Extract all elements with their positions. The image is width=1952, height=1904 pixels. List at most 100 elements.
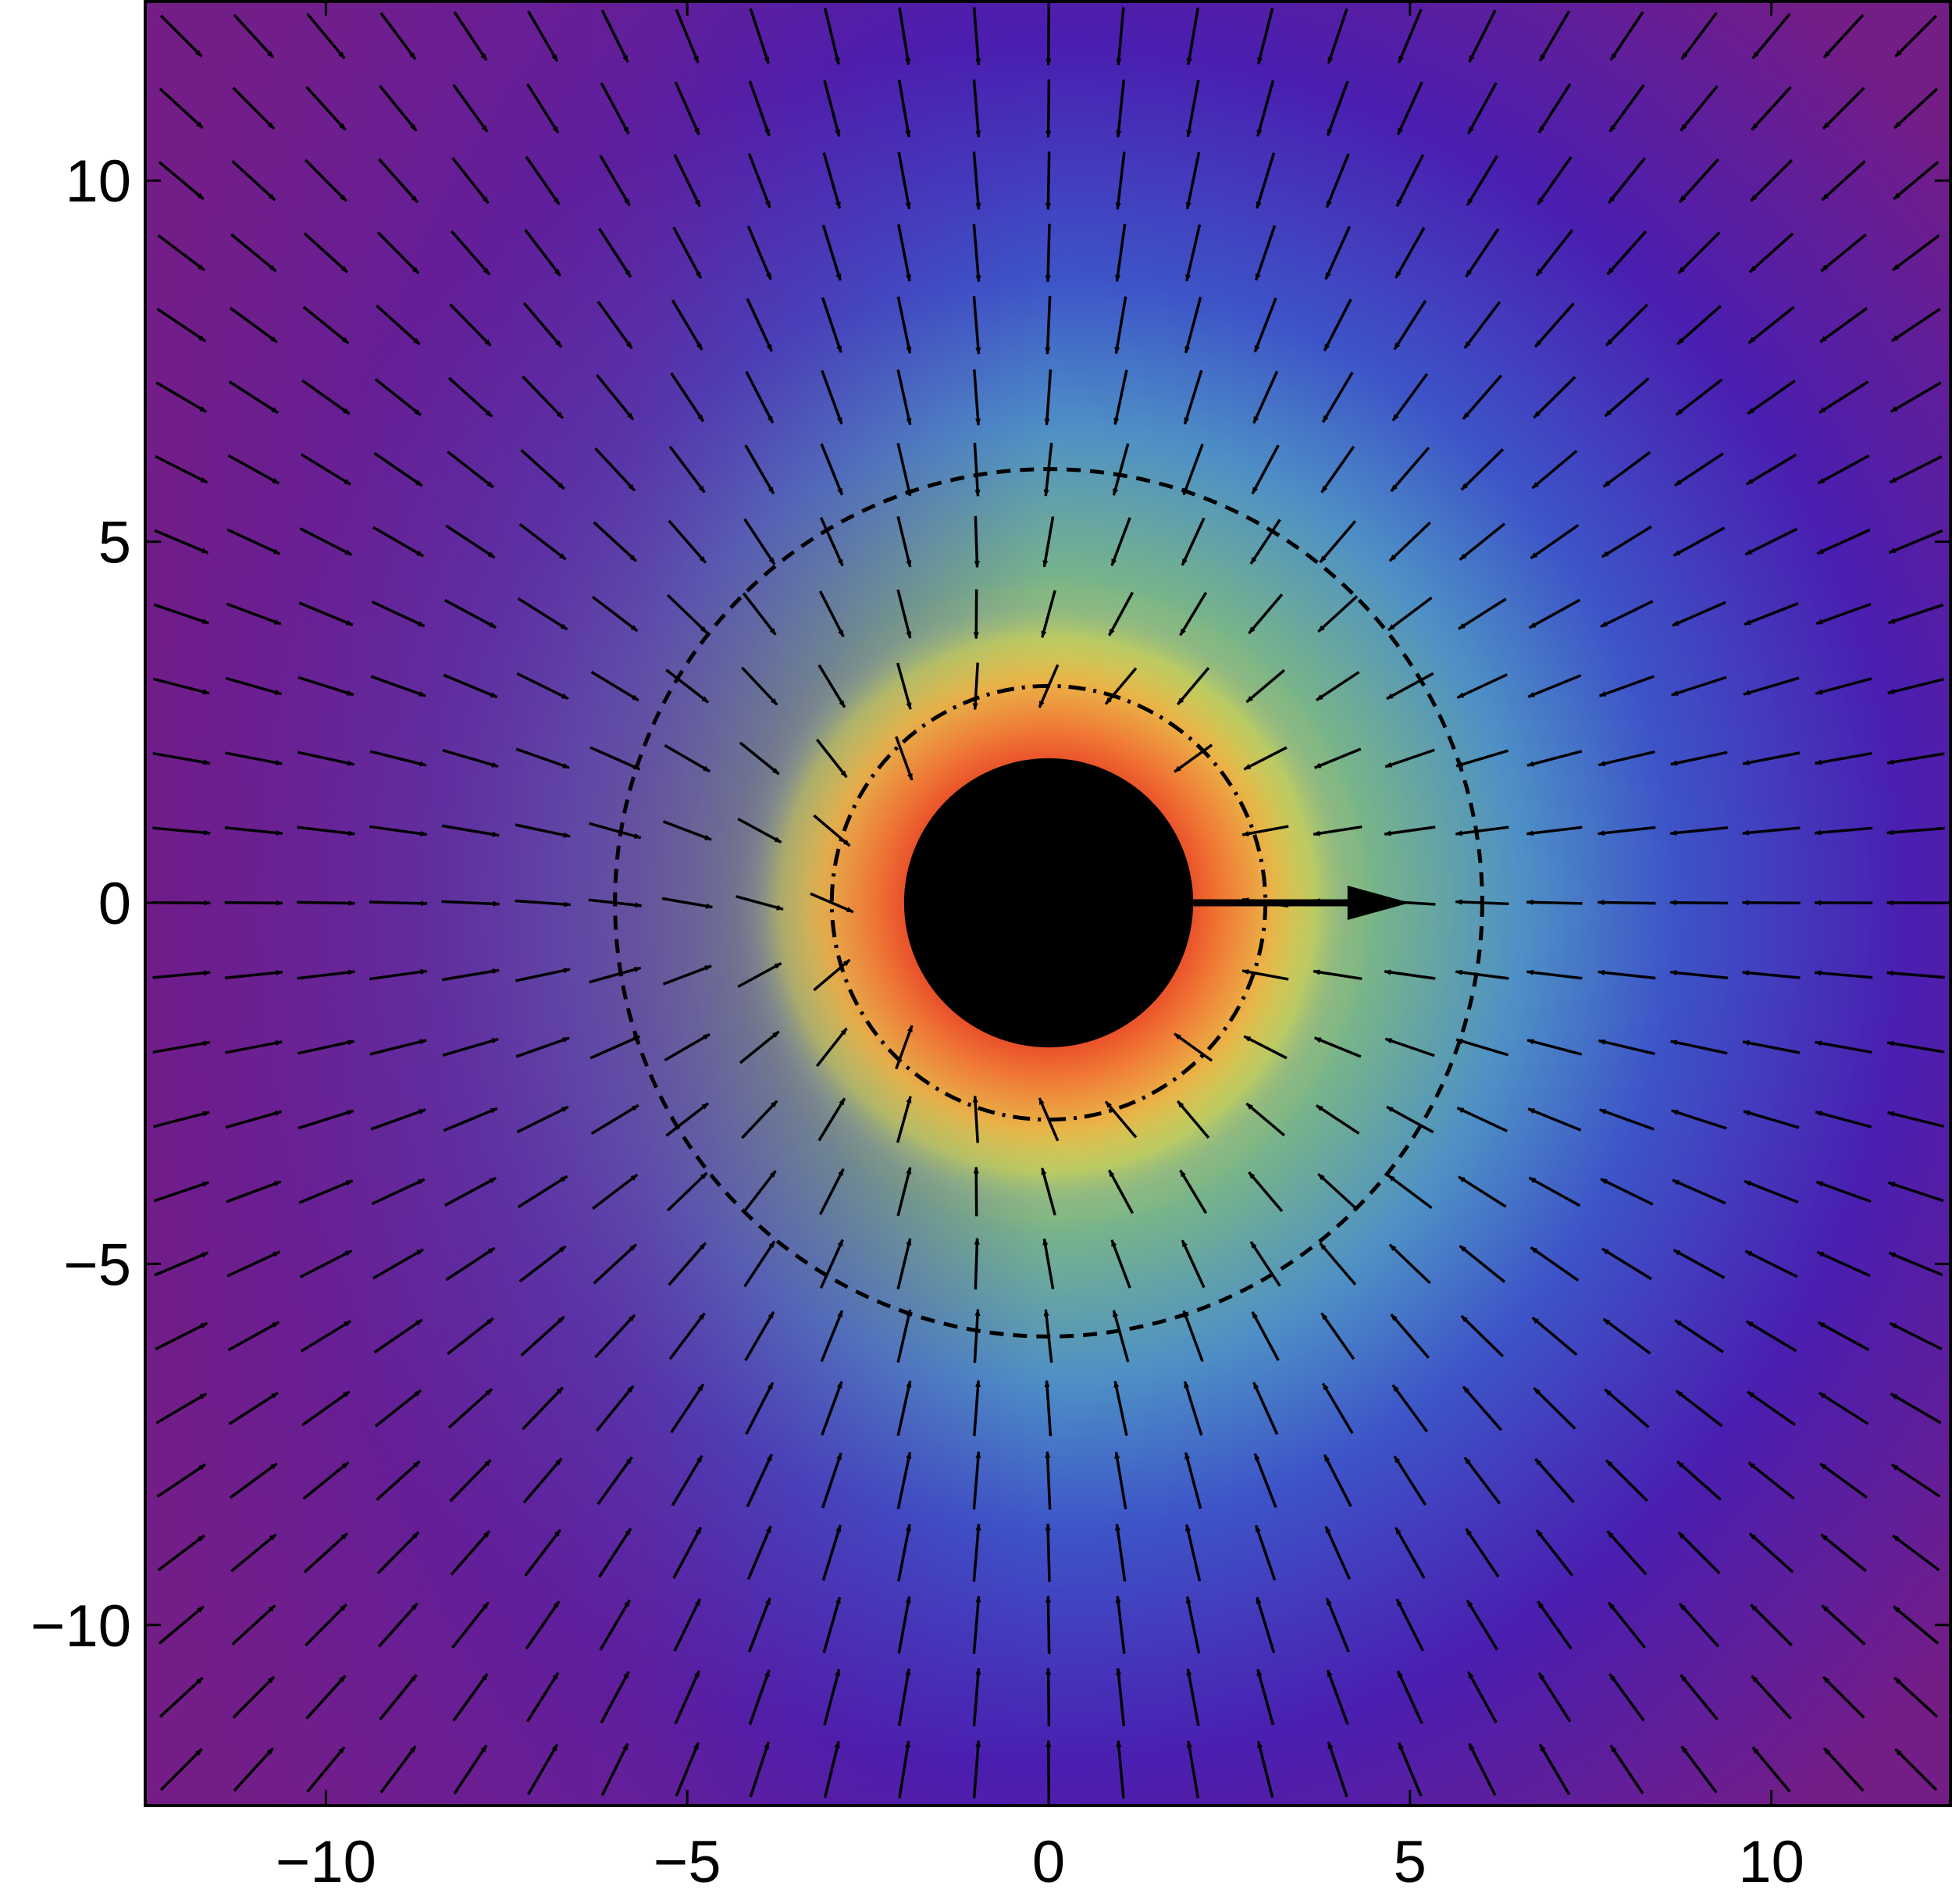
vector-arrow <box>1742 1039 1801 1054</box>
vector-field-arrows <box>152 7 1945 1799</box>
vector-arrow <box>297 825 356 836</box>
vector-arrow <box>1455 969 1509 980</box>
vector-arrow <box>819 1239 844 1289</box>
vector-arrow <box>154 529 209 554</box>
vector-arrow <box>515 747 570 769</box>
vector-arrow <box>745 370 775 424</box>
vector-arrow <box>748 80 771 137</box>
vector-arrow <box>820 1310 844 1363</box>
vector-arrow <box>1324 226 1352 280</box>
vector-arrow <box>1395 1527 1426 1579</box>
vector-arrow <box>671 1455 704 1506</box>
vector-arrow <box>1816 1250 1871 1278</box>
vector-arrow <box>1609 11 1644 62</box>
vector-arrow <box>1609 1744 1644 1795</box>
vector-arrow <box>1253 298 1277 353</box>
vector-arrow <box>598 227 632 278</box>
vector-arrow <box>225 1039 283 1054</box>
vector-arrow <box>224 826 283 836</box>
vector-arrow <box>821 297 842 354</box>
vector-arrow <box>1537 155 1573 205</box>
vector-arrow <box>233 1747 275 1792</box>
vector-arrow <box>1255 225 1277 281</box>
vector-arrow <box>1893 87 1939 130</box>
vector-arrow <box>159 1748 203 1792</box>
vector-arrow <box>1815 677 1872 695</box>
vector-arrow <box>1114 296 1127 355</box>
vector-arrow <box>297 1039 355 1055</box>
vector-arrow <box>1455 1038 1509 1057</box>
vector-arrow <box>1527 1107 1582 1132</box>
vector-arrow <box>1115 223 1127 283</box>
vector-arrow <box>1179 591 1208 636</box>
vector-arrow <box>813 814 851 847</box>
vector-arrow <box>1384 1037 1435 1057</box>
x-tick-label: 5 <box>1394 1829 1427 1895</box>
vector-arrow <box>306 1746 346 1793</box>
vector-arrow <box>1672 1249 1726 1279</box>
vector-arrow <box>1672 526 1726 557</box>
vector-arrow <box>1744 527 1798 556</box>
vector-arrow <box>1677 231 1721 275</box>
vector-arrow <box>1530 1246 1580 1282</box>
vector-arrow <box>1115 1596 1126 1654</box>
vector-arrow <box>451 1601 490 1649</box>
vector-arrow <box>1116 7 1125 66</box>
vector-arrow <box>1814 1040 1872 1054</box>
vector-arrow <box>515 1036 570 1058</box>
vector-arrow <box>1323 1454 1352 1507</box>
vector-arrow <box>229 306 278 344</box>
vector-arrow <box>1320 445 1355 494</box>
vector-arrow <box>896 1380 912 1436</box>
vector-arrow <box>896 1238 912 1290</box>
vector-arrow <box>1814 970 1873 979</box>
vector-arrow <box>1458 597 1507 630</box>
vector-arrow <box>224 969 283 979</box>
vector-arrow <box>1327 8 1348 65</box>
vector-arrow <box>670 1383 705 1434</box>
vector-arrow <box>736 895 784 911</box>
vector-arrow <box>520 1315 565 1357</box>
vector-arrow <box>675 1742 700 1797</box>
vector-arrow <box>225 676 283 696</box>
vector-arrow <box>821 369 843 425</box>
vector-arrow <box>369 900 428 907</box>
vector-arrow <box>1893 1605 1940 1645</box>
vector-arrow <box>305 159 347 202</box>
vector-arrow <box>1890 1463 1941 1498</box>
vector-arrow <box>1038 1097 1060 1142</box>
vector-arrow <box>1819 1462 1868 1499</box>
vector-arrow <box>972 1095 979 1143</box>
vector-arrow <box>822 152 842 209</box>
vector-arrow <box>376 231 420 275</box>
vector-arrow <box>230 233 277 273</box>
vector-arrow <box>1750 159 1793 202</box>
vector-arrow <box>737 817 782 844</box>
vector-arrow <box>1537 1600 1573 1650</box>
vector-arrow <box>1601 1247 1652 1281</box>
vector-arrow <box>1110 517 1131 567</box>
vector-arrow <box>1395 226 1426 279</box>
vector-arrow <box>744 444 775 495</box>
vector-arrow <box>1248 594 1284 635</box>
vector-arrow <box>1185 1524 1202 1581</box>
vector-arrow <box>1608 84 1645 133</box>
vector-arrow <box>232 87 276 130</box>
vector-arrow <box>749 8 770 65</box>
vector-arrow <box>377 1603 419 1648</box>
vector-arrow <box>442 1037 499 1057</box>
vector-arrow <box>737 961 782 989</box>
vector-arrow <box>896 1167 912 1217</box>
vector-arrow <box>1313 1036 1362 1058</box>
vector-arrow <box>372 526 424 558</box>
vector-arrow <box>1672 601 1726 627</box>
vector-arrow <box>1821 160 1866 201</box>
vector-arrow <box>1672 1178 1726 1205</box>
vector-arrow <box>664 743 711 773</box>
vector-arrow <box>1538 1743 1571 1795</box>
vector-arrow <box>1822 1747 1865 1792</box>
vector-arrow <box>1327 1741 1348 1798</box>
vector-arrow <box>1186 1667 1200 1727</box>
vector-arrow <box>1677 1531 1721 1574</box>
